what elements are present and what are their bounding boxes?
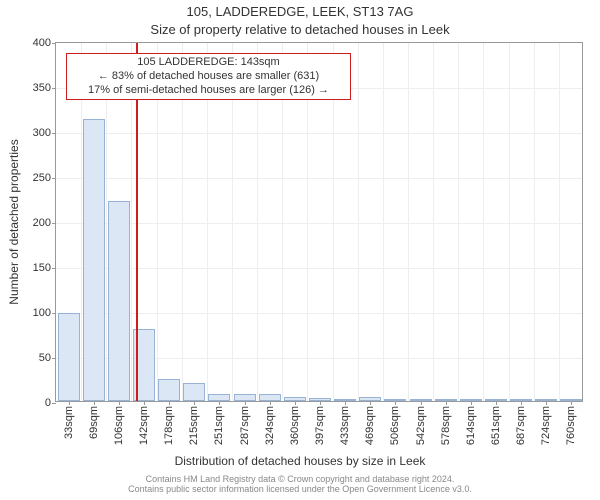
- ytick-mark: [52, 313, 56, 314]
- gridline-h: [56, 178, 582, 179]
- bar: [58, 313, 80, 401]
- xtick-label: 142sqm: [138, 406, 150, 445]
- ytick-mark: [52, 43, 56, 44]
- gridline-v: [408, 43, 409, 401]
- bar: [208, 394, 230, 401]
- xtick-label: 578sqm: [440, 406, 452, 445]
- xtick-label: 687sqm: [515, 406, 527, 445]
- xtick-mark: [219, 401, 220, 405]
- gridline-v: [534, 43, 535, 401]
- xtick-mark: [270, 401, 271, 405]
- xtick-mark: [295, 401, 296, 405]
- xtick-label: 178sqm: [163, 406, 175, 445]
- chart-container: 105, LADDEREDGE, LEEK, ST13 7AG Size of …: [0, 0, 600, 500]
- gridline-v: [483, 43, 484, 401]
- plot-area: 05010015020025030035040033sqm69sqm106sqm…: [55, 42, 583, 402]
- gridline-v: [358, 43, 359, 401]
- ytick-mark: [52, 403, 56, 404]
- annotation-line1: 105 LADDEREDGE: 143sqm: [73, 56, 344, 70]
- xtick-mark: [546, 401, 547, 405]
- ytick-label: 150: [33, 262, 51, 274]
- xtick-label: 251sqm: [213, 406, 225, 445]
- gridline-h: [56, 268, 582, 269]
- xtick-label: 724sqm: [540, 406, 552, 445]
- xtick-mark: [421, 401, 422, 405]
- xtick-mark: [395, 401, 396, 405]
- ytick-mark: [52, 268, 56, 269]
- ytick-label: 300: [33, 127, 51, 139]
- xtick-mark: [571, 401, 572, 405]
- xtick-label: 287sqm: [239, 406, 251, 445]
- bar: [158, 379, 180, 402]
- y-axis-label: Number of detached properties: [7, 139, 21, 304]
- xtick-mark: [194, 401, 195, 405]
- x-axis-label: Distribution of detached houses by size …: [0, 454, 600, 468]
- xtick-mark: [169, 401, 170, 405]
- chart-title-line1: 105, LADDEREDGE, LEEK, ST13 7AG: [0, 4, 600, 19]
- ytick-label: 400: [33, 37, 51, 49]
- annotation-line2: ← 83% of detached houses are smaller (63…: [73, 70, 344, 84]
- caption-line2: Contains public sector information licen…: [0, 484, 600, 494]
- bar: [234, 394, 256, 401]
- gridline-v: [458, 43, 459, 401]
- xtick-mark: [521, 401, 522, 405]
- xtick-label: 215sqm: [188, 406, 200, 445]
- xtick-label: 360sqm: [289, 406, 301, 445]
- xtick-label: 542sqm: [415, 406, 427, 445]
- ytick-label: 100: [33, 307, 51, 319]
- gridline-v: [509, 43, 510, 401]
- xtick-mark: [119, 401, 120, 405]
- xtick-mark: [345, 401, 346, 405]
- xtick-mark: [245, 401, 246, 405]
- ytick-label: 0: [45, 397, 51, 409]
- ytick-mark: [52, 88, 56, 89]
- bar: [108, 201, 130, 401]
- caption: Contains HM Land Registry data © Crown c…: [0, 474, 600, 494]
- ytick-mark: [52, 223, 56, 224]
- gridline-v: [433, 43, 434, 401]
- ytick-mark: [52, 133, 56, 134]
- ytick-label: 250: [33, 172, 51, 184]
- xtick-label: 324sqm: [264, 406, 276, 445]
- gridline-v: [383, 43, 384, 401]
- xtick-label: 106sqm: [113, 406, 125, 445]
- ytick-label: 50: [39, 352, 51, 364]
- bar: [259, 394, 281, 401]
- bar: [83, 119, 105, 401]
- xtick-mark: [144, 401, 145, 405]
- ytick-label: 350: [33, 82, 51, 94]
- ytick-mark: [52, 358, 56, 359]
- gridline-v: [559, 43, 560, 401]
- xtick-label: 433sqm: [339, 406, 351, 445]
- xtick-label: 397sqm: [314, 406, 326, 445]
- annotation-box: 105 LADDEREDGE: 143sqm← 83% of detached …: [66, 53, 351, 100]
- gridline-h: [56, 313, 582, 314]
- xtick-mark: [370, 401, 371, 405]
- xtick-label: 69sqm: [88, 406, 100, 439]
- xtick-mark: [496, 401, 497, 405]
- xtick-label: 760sqm: [565, 406, 577, 445]
- ytick-mark: [52, 178, 56, 179]
- annotation-line3: 17% of semi-detached houses are larger (…: [73, 84, 344, 98]
- xtick-label: 651sqm: [490, 406, 502, 445]
- xtick-label: 614sqm: [465, 406, 477, 445]
- gridline-h: [56, 133, 582, 134]
- xtick-mark: [320, 401, 321, 405]
- xtick-mark: [446, 401, 447, 405]
- xtick-label: 33sqm: [63, 406, 75, 439]
- bar: [183, 383, 205, 401]
- gridline-h: [56, 223, 582, 224]
- xtick-mark: [69, 401, 70, 405]
- xtick-label: 506sqm: [389, 406, 401, 445]
- xtick-label: 469sqm: [364, 406, 376, 445]
- caption-line1: Contains HM Land Registry data © Crown c…: [0, 474, 600, 484]
- xtick-mark: [94, 401, 95, 405]
- xtick-mark: [471, 401, 472, 405]
- ytick-label: 200: [33, 217, 51, 229]
- chart-title-line2: Size of property relative to detached ho…: [0, 22, 600, 37]
